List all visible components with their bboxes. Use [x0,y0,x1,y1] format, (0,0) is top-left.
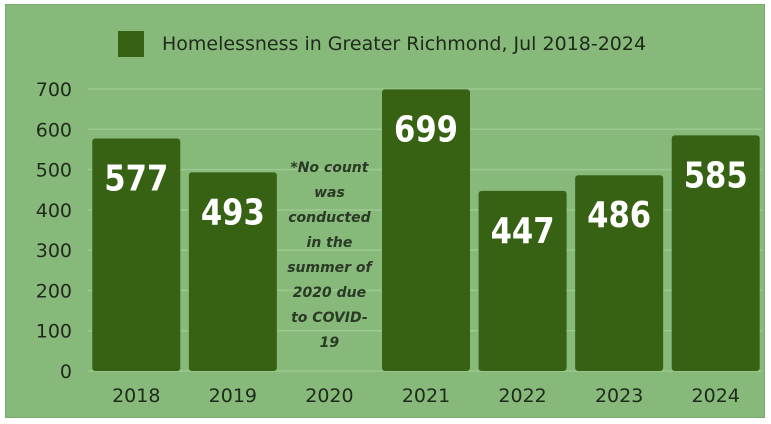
y-tick-label-200: 200 [36,280,72,302]
y-tick-label-700: 700 [36,79,72,101]
x-tick-label-2020: 2020 [305,385,353,407]
annotation-line: was [314,185,345,201]
legend-label: Homelessness in Greater Richmond, Jul 20… [162,33,647,55]
y-tick-label-0: 0 [60,361,72,383]
x-tick-label-2018: 2018 [112,385,160,407]
x-tick-label-2022: 2022 [498,385,546,407]
value-label-2018: 577 [104,159,168,200]
value-label-2022: 447 [491,211,555,252]
annotation-line: in the [307,235,353,251]
bar-2024 [671,135,760,371]
legend-swatch [118,31,144,57]
x-tick-label-2023: 2023 [595,385,643,407]
bar-2019 [188,172,277,371]
annotation-line: to COVID- [291,310,368,326]
x-tick-label-2021: 2021 [402,385,450,407]
x-tick-label-2019: 2019 [209,385,257,407]
bar-2022 [478,190,567,371]
bar-2023 [575,175,664,371]
annotation-no-count: *No count was conducted in the summer of 2020… [287,160,373,351]
bar-2018 [92,138,181,371]
bar-2021 [382,89,470,371]
legend: Homelessness in Greater Richmond, Jul 20… [118,31,646,57]
y-tick-label-100: 100 [36,321,72,343]
y-tick-label-400: 400 [36,200,72,222]
annotation-line: *No count [290,160,369,176]
value-label-2024: 585 [684,155,748,196]
annotation-line: conducted [288,210,371,226]
value-label-2019: 493 [201,192,265,233]
annotation-line: 19 [320,335,340,351]
value-label-2021: 699 [394,109,458,150]
x-tick-label-2024: 2024 [692,385,740,407]
y-tick-label-600: 600 [36,119,72,141]
annotation-line: 2020 due [293,285,366,301]
value-label-2023: 486 [587,195,651,236]
annotation-line: summer of [287,260,373,276]
y-tick-label-500: 500 [36,160,72,182]
y-tick-label-300: 300 [36,240,72,262]
